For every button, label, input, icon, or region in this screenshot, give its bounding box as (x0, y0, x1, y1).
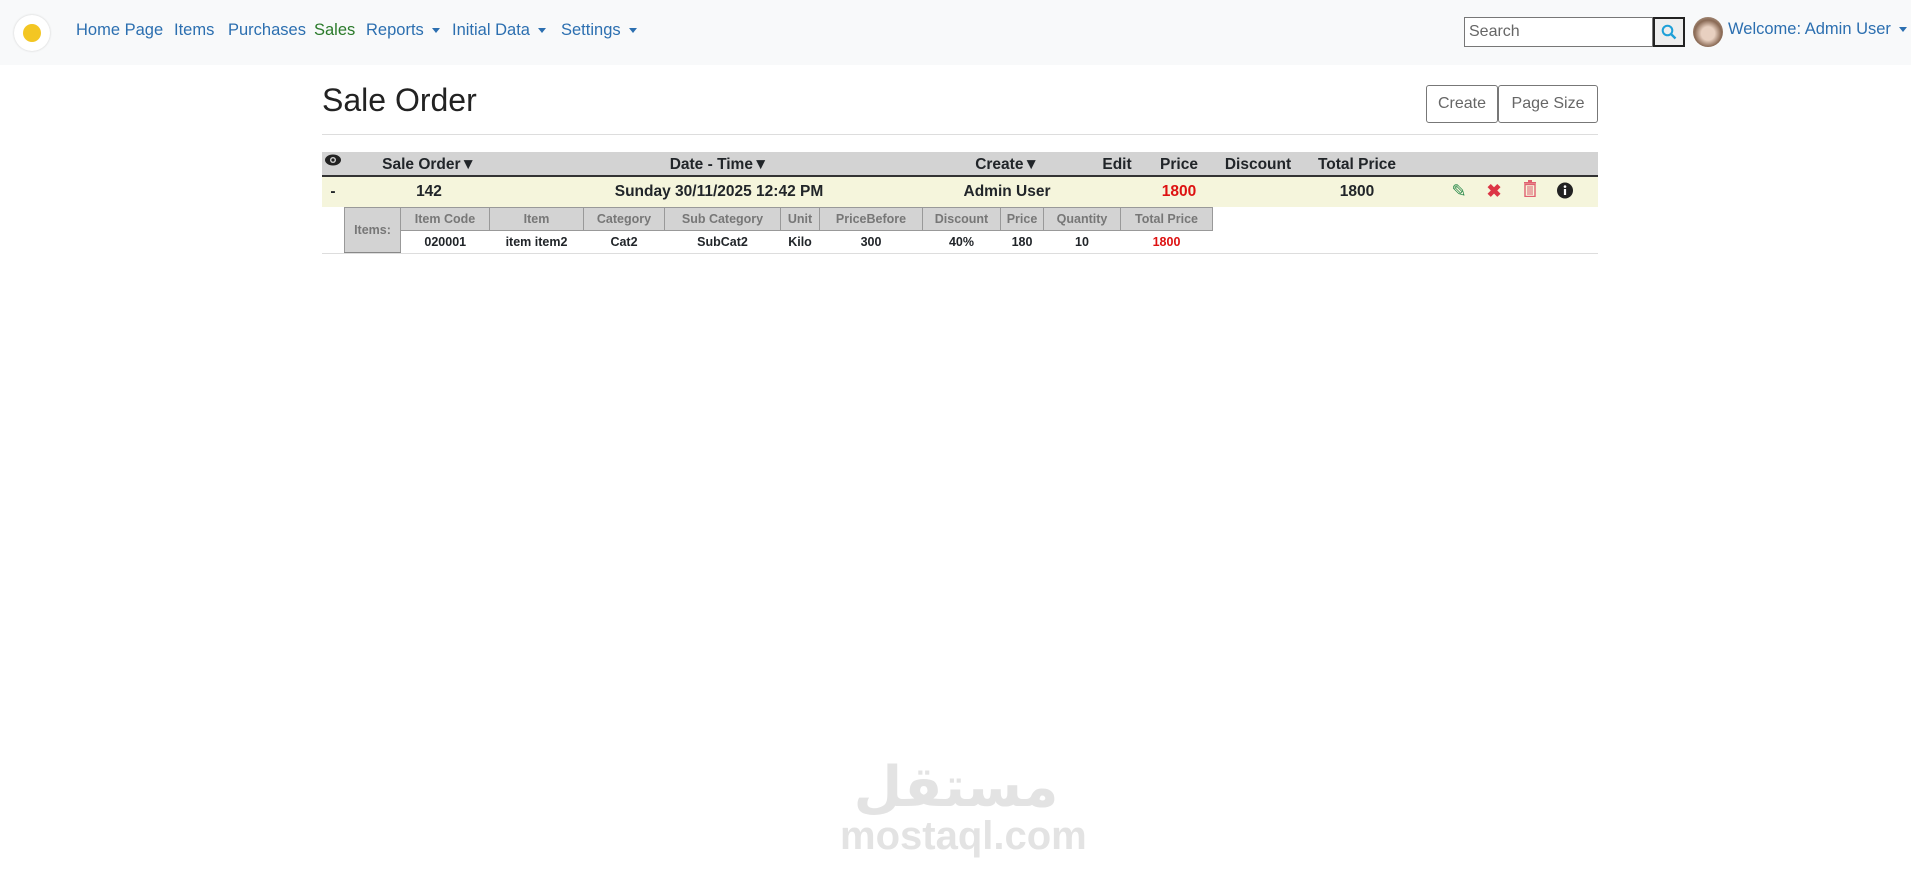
items-header-row: Items: Item Code Item Category Sub Categ… (344, 207, 1213, 254)
items-label: Items: (344, 207, 401, 254)
item-sub-category: SubCat2 (697, 234, 748, 249)
col-unit: Unit (780, 207, 820, 231)
nav-reports-label: Reports (366, 21, 424, 39)
items-subtable: Items: Item Code Item Category Sub Categ… (344, 207, 1213, 254)
col-item: Item (489, 207, 584, 231)
collapse-toggle[interactable]: - (330, 183, 336, 200)
col-quantity: Quantity (1043, 207, 1121, 231)
item-name: item item2 (505, 234, 568, 249)
create-button[interactable]: Create (1426, 85, 1498, 123)
item-price: 180 (1011, 234, 1033, 249)
cancel-x-icon[interactable]: ✖ (1486, 181, 1502, 201)
item-row: 020001 item item2 Cat2 SubCat2 Kilo 300 … (345, 231, 1213, 253)
watermark-latin: mostaql.com (840, 814, 1087, 858)
nav-purchases[interactable]: Purchases (228, 21, 306, 39)
header-total-price: Total Price (1317, 156, 1397, 173)
welcome-text: Welcome: Admin User (1728, 20, 1891, 38)
col-category: Category (583, 207, 665, 231)
mostaql-watermark: مستقل mostaql.com (840, 755, 1087, 858)
date-time: Sunday 30/11/2025 12:42 PM (614, 183, 824, 200)
price: 1800 (1161, 183, 1197, 200)
trash-icon[interactable] (1523, 180, 1537, 202)
header-discount: Discount (1224, 156, 1292, 173)
nav-home[interactable]: Home Page (76, 21, 164, 39)
sale-order-number: 142 (416, 183, 442, 200)
edit-pencil-icon[interactable]: ✎ (1451, 181, 1467, 201)
page-size-button[interactable]: Page Size (1498, 85, 1598, 123)
col-item-code: Item Code (400, 207, 490, 231)
item-code: 020001 (424, 234, 467, 249)
user-menu[interactable]: Welcome: Admin User (1728, 20, 1907, 39)
table-header: Sale Order▼ Date - Time▼ Create▼ Edit Pr… (322, 152, 1598, 177)
header-price: Price (1160, 156, 1198, 173)
item-discount: 40% (948, 234, 975, 249)
search-button[interactable] (1653, 17, 1685, 47)
divider (322, 253, 1598, 254)
search-input[interactable] (1464, 17, 1653, 47)
info-icon[interactable] (1557, 182, 1574, 204)
sort-sale-order[interactable]: Sale Order▼ (382, 156, 476, 173)
col-sub-category: Sub Category (664, 207, 781, 231)
nav-reports[interactable]: Reports (366, 21, 440, 40)
item-quantity: 10 (1075, 234, 1089, 249)
page-title: Sale Order (322, 82, 477, 118)
nav-settings[interactable]: Settings (561, 21, 637, 40)
eye-icon[interactable] (324, 153, 342, 172)
nav-sales[interactable]: Sales (314, 21, 356, 39)
item-total-price: 1800 (1152, 234, 1181, 249)
caret-down-icon (628, 28, 637, 34)
sort-date-time[interactable]: Date - Time▼ (669, 156, 769, 173)
divider (322, 134, 1598, 135)
watermark-arabic: مستقل (853, 755, 1059, 820)
table-row: - 142 Sunday 30/11/2025 12:42 PM Admin U… (322, 177, 1598, 207)
header-edit: Edit (1102, 156, 1132, 173)
sort-create[interactable]: Create▼ (975, 156, 1039, 173)
col-price: Price (1000, 207, 1044, 231)
item-price-before: 300 (860, 234, 882, 249)
created-by: Admin User (963, 183, 1051, 200)
nav-settings-label: Settings (561, 21, 621, 39)
nav-initial-data[interactable]: Initial Data (452, 21, 546, 40)
col-price-before: PriceBefore (819, 207, 923, 231)
item-category: Cat2 (610, 234, 638, 249)
nav-items[interactable]: Items (174, 21, 215, 39)
navbar: Home Page Items Purchases Sales Reports … (0, 0, 1911, 65)
col-discount: Discount (922, 207, 1001, 231)
nav-initial-data-label: Initial Data (452, 21, 530, 39)
caret-down-icon (431, 28, 440, 34)
total-price: 1800 (1339, 183, 1375, 200)
item-unit: Kilo (788, 234, 812, 249)
brand-logo[interactable] (14, 15, 50, 51)
search-icon (1661, 24, 1677, 40)
caret-down-icon (1898, 27, 1907, 33)
col-total-price: Total Price (1120, 207, 1213, 231)
avatar[interactable] (1693, 17, 1723, 47)
caret-down-icon (537, 28, 546, 34)
